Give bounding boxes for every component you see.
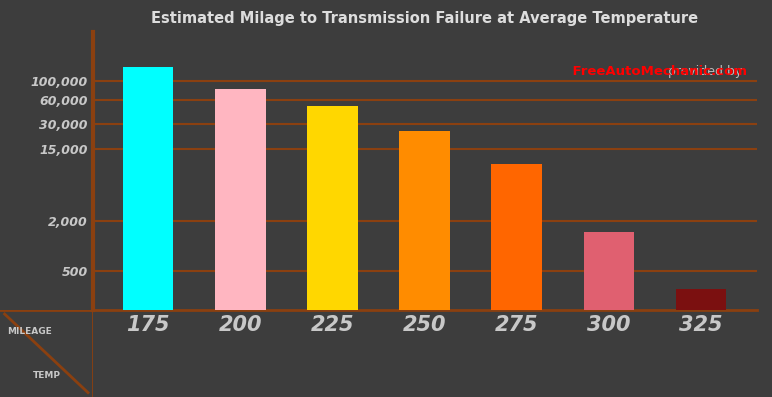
Bar [492,164,542,397]
Bar [676,289,726,397]
Text: TEMP: TEMP [32,371,60,380]
Bar [399,131,450,397]
Bar [215,89,266,397]
Text: FreeAutoMechanic.com: FreeAutoMechanic.com [479,65,747,78]
Title: Estimated Milage to Transmission Failure at Average Temperature: Estimated Milage to Transmission Failure… [151,12,698,27]
Bar [307,106,357,397]
Text: MILEAGE: MILEAGE [8,327,52,336]
Bar [123,67,174,397]
Bar [584,232,635,397]
Text: provided by: provided by [669,65,747,78]
